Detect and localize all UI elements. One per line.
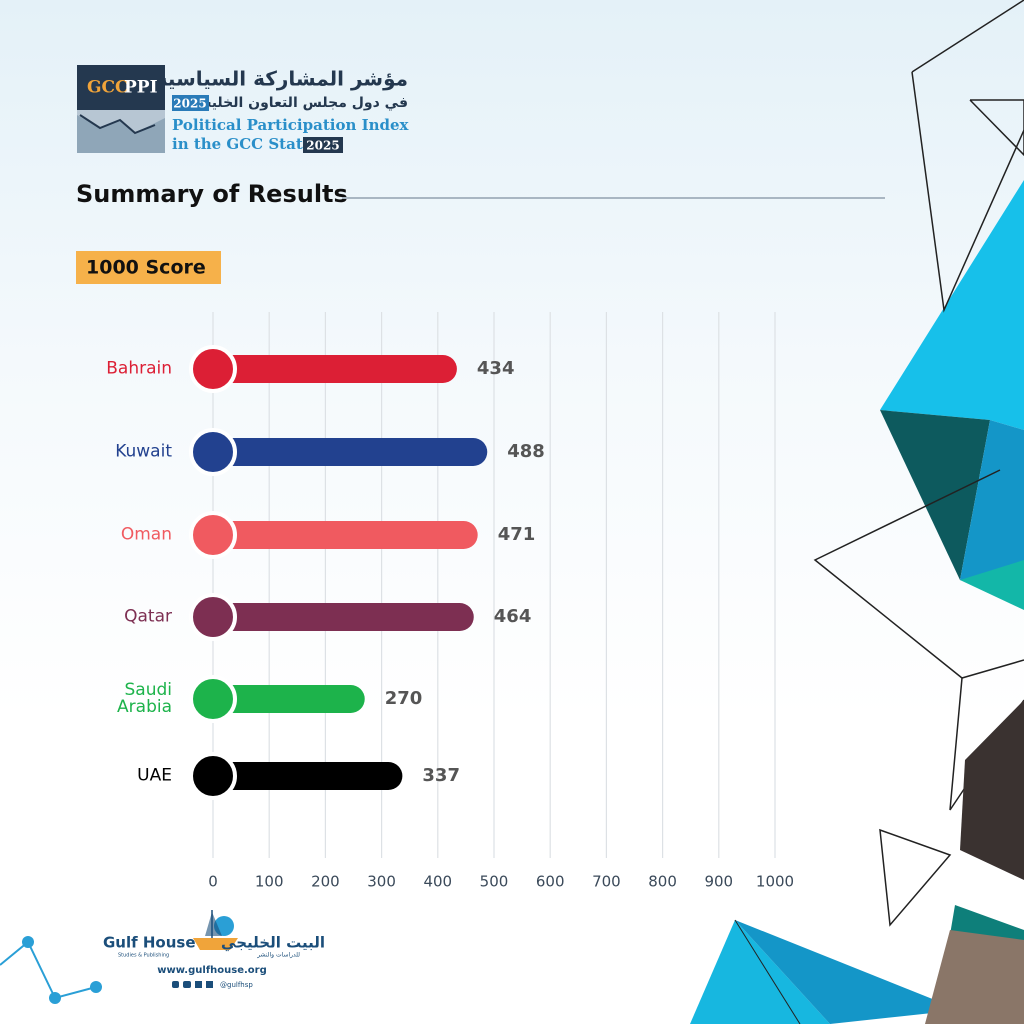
brand-ar-sub: للدراسات والنشر [256, 952, 300, 959]
bar [213, 521, 478, 549]
value-label: 434 [477, 358, 515, 379]
bar [213, 438, 488, 466]
bar [213, 603, 474, 631]
bar-cap [189, 675, 237, 723]
bar-cap [189, 428, 237, 476]
chart-subtitle: 1000 Score [86, 257, 206, 279]
subtitle-ar: في دول مجلس التعاون الخليجي [187, 95, 408, 111]
x-tick-label: 0 [208, 873, 218, 891]
x-tick-label: 1000 [756, 873, 794, 891]
brand-en-sub: Studies & Publishing [118, 953, 169, 959]
year-en: 2025 [306, 139, 339, 153]
value-label: 270 [385, 688, 423, 709]
website: www.gulfhouse.org [157, 965, 267, 976]
x-tick-label: 300 [367, 873, 396, 891]
category-label: Saudi Arabia [117, 680, 172, 717]
category-label: Qatar [124, 606, 172, 627]
x-tick-label: 700 [592, 873, 621, 891]
x-tick-label: 100 [255, 873, 284, 891]
social-icons [172, 981, 213, 988]
x-tick-label: 200 [311, 873, 340, 891]
chart-title: Summary of Results [76, 180, 348, 208]
brand-ar: البيت الخليجي [221, 934, 325, 952]
logo: GCC PPI [77, 65, 165, 153]
bar [213, 685, 365, 713]
category-label: Kuwait [115, 441, 172, 462]
logo-gcc: GCC [87, 78, 129, 98]
bar-cap [189, 511, 237, 559]
title-ar: مؤشر المشاركة السياسية [156, 67, 408, 91]
value-label: 337 [422, 765, 460, 786]
x-tick-label: 500 [480, 873, 509, 891]
value-label: 471 [498, 524, 536, 545]
year-ar: 2025 [173, 97, 206, 111]
x-tick-label: 600 [536, 873, 565, 891]
category-label: Oman [120, 524, 172, 545]
x-tick-label: 900 [704, 873, 733, 891]
logo-ppi: PPI [124, 78, 158, 98]
category-label: Bahrain [106, 358, 172, 379]
bar-cap [189, 345, 237, 393]
subtitle-badge [76, 251, 221, 284]
bar [213, 355, 457, 383]
value-label: 488 [507, 441, 545, 462]
x-tick-label: 800 [648, 873, 677, 891]
category-label: UAE [137, 765, 172, 786]
bar-cap [189, 593, 237, 641]
handle: @gulfhsp [220, 981, 253, 989]
x-tick-label: 400 [423, 873, 452, 891]
brand-en: Gulf House [103, 934, 196, 952]
title-en: Political Participation Index [172, 116, 410, 134]
bar [213, 762, 403, 790]
boat-icon [193, 910, 238, 950]
value-label: 464 [494, 606, 532, 627]
subtitle-en: in the GCC States [172, 135, 321, 153]
bar-cap [189, 752, 237, 800]
